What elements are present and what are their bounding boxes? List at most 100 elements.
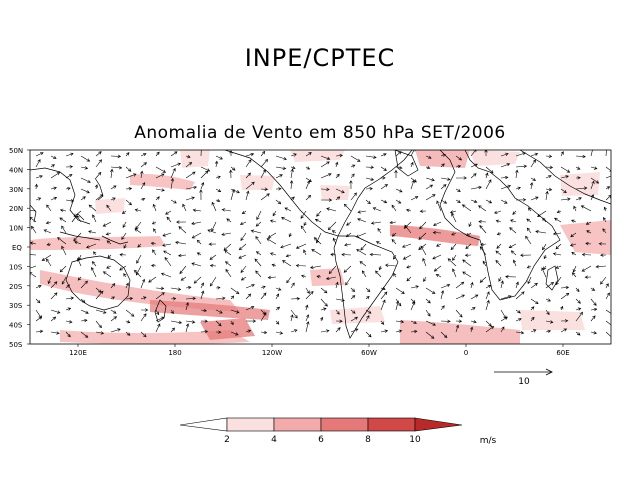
wind-vector-arrow xyxy=(410,301,416,311)
wind-vector-arrow xyxy=(393,272,397,278)
wind-vector-arrow xyxy=(590,298,597,306)
wind-vector-arrow xyxy=(50,196,58,201)
wind-vector-arrow xyxy=(110,316,117,322)
wind-vector-arrow xyxy=(508,243,517,248)
wind-vector-arrow xyxy=(575,186,588,190)
wind-vector-arrow xyxy=(260,158,269,168)
wind-vector-arrow xyxy=(155,173,165,179)
wind-vector-arrow xyxy=(300,274,307,278)
wind-vector-arrow xyxy=(255,270,262,278)
wind-vector-arrow xyxy=(530,298,539,305)
wind-vectors xyxy=(30,150,611,339)
wind-vector-arrow xyxy=(162,232,172,237)
wind-vector-arrow xyxy=(91,266,97,278)
reference-vector-arrow-head xyxy=(545,368,553,376)
wind-vector-arrow xyxy=(245,329,252,333)
wind-vector-arrow xyxy=(271,263,277,267)
wind-vector-arrow xyxy=(275,306,281,311)
wind-vector-arrow xyxy=(545,309,550,316)
wind-vector-arrow xyxy=(335,153,344,158)
wind-vector-arrow xyxy=(332,237,337,245)
wind-vector-arrow xyxy=(107,254,112,259)
wind-vector-arrow xyxy=(361,270,367,278)
wind-vector-arrow xyxy=(59,265,67,273)
wind-vector-arrow xyxy=(575,154,586,159)
wind-vector-arrow xyxy=(482,260,487,267)
wind-vector-arrow xyxy=(123,243,127,249)
wind-vector-arrow xyxy=(305,180,311,190)
wind-vector-arrow xyxy=(65,307,72,311)
wind-vector-arrow xyxy=(185,285,192,290)
wind-vector-arrow xyxy=(200,329,209,334)
wind-vector-arrow xyxy=(365,287,371,293)
wind-vector-arrow xyxy=(134,228,142,234)
wind-vector-arrow xyxy=(590,331,598,335)
wind-vector-arrow xyxy=(470,199,478,203)
wind-vector-arrow xyxy=(425,177,435,182)
wind-vector-arrow xyxy=(515,331,525,335)
wind-vector-arrow xyxy=(344,243,352,247)
wind-vector-arrow xyxy=(170,177,175,190)
lat-tick-label-10n: 10N xyxy=(9,225,30,233)
wind-vector-arrow xyxy=(515,309,521,314)
wind-vector-arrow xyxy=(465,243,472,250)
wind-vector-arrow xyxy=(585,221,592,225)
wind-vector-arrow xyxy=(230,166,236,171)
wind-vector-arrow xyxy=(485,179,492,190)
wind-vector-arrow xyxy=(509,227,517,234)
wind-vector-arrow xyxy=(480,242,487,247)
wind-vector-arrow xyxy=(30,265,37,269)
wind-vector-arrow xyxy=(560,166,571,173)
wind-vector-arrow xyxy=(335,173,340,179)
wind-vector-arrow xyxy=(350,287,356,293)
wind-vector-arrow xyxy=(122,221,127,228)
wind-vector-arrow xyxy=(468,221,472,227)
wind-vector-arrow xyxy=(78,254,82,261)
wind-vector-arrow xyxy=(225,261,232,267)
wind-vector-arrow xyxy=(560,319,569,323)
wind-vector-arrow xyxy=(419,209,427,213)
wind-vector-arrow xyxy=(365,155,377,159)
wind-vector-arrow xyxy=(605,309,611,314)
wind-vector-arrow xyxy=(560,305,564,311)
wind-vector-arrow xyxy=(102,271,112,278)
wind-vector-arrow xyxy=(290,165,296,170)
wind-vector-arrow xyxy=(155,166,167,173)
lat-label-10s: 10S xyxy=(9,263,23,271)
wind-vector-arrow xyxy=(61,276,67,285)
wind-vector-arrow xyxy=(389,220,397,225)
wind-vector-arrow xyxy=(447,258,457,267)
wind-vector-arrow xyxy=(478,205,487,212)
wind-vector-arrow xyxy=(275,331,284,335)
wind-vector-arrow xyxy=(500,175,509,180)
wind-vector-arrow xyxy=(191,221,202,225)
wind-vector-arrow xyxy=(46,204,52,212)
wind-vector-arrow xyxy=(555,265,562,269)
wind-vector-arrow xyxy=(192,208,202,212)
wind-vector-arrow xyxy=(500,280,504,289)
wind-vector-arrow xyxy=(191,262,202,267)
wind-vector-arrow xyxy=(595,264,607,269)
wind-vector-arrow xyxy=(455,324,459,333)
wind-vector-arrow xyxy=(215,320,222,327)
wind-vector-arrow xyxy=(275,287,282,291)
wind-vector-arrow xyxy=(335,281,339,289)
wind-vector-arrow xyxy=(125,309,135,317)
wind-vector-arrow xyxy=(185,185,198,190)
wind-vector-arrow xyxy=(470,294,479,300)
wind-vector-arrow xyxy=(224,250,232,256)
wind-vector-arrow xyxy=(35,285,42,289)
wind-vector-arrow xyxy=(46,258,52,267)
wind-vector-arrow xyxy=(537,210,547,217)
wind-vector-arrow xyxy=(178,226,187,234)
page-title: INPE/CPTEC xyxy=(244,44,396,72)
wind-vector-arrow xyxy=(575,307,582,311)
wind-vector-arrow xyxy=(440,319,451,323)
wind-vector-arrow xyxy=(455,188,461,192)
wind-vector-arrow xyxy=(440,283,451,289)
wind-vector-arrow xyxy=(266,238,277,245)
wind-vector-arrow xyxy=(343,203,352,212)
wind-vector-arrow xyxy=(290,196,295,201)
wind-vector-arrow xyxy=(345,232,352,238)
lon-label-120e: 120E xyxy=(69,349,87,357)
